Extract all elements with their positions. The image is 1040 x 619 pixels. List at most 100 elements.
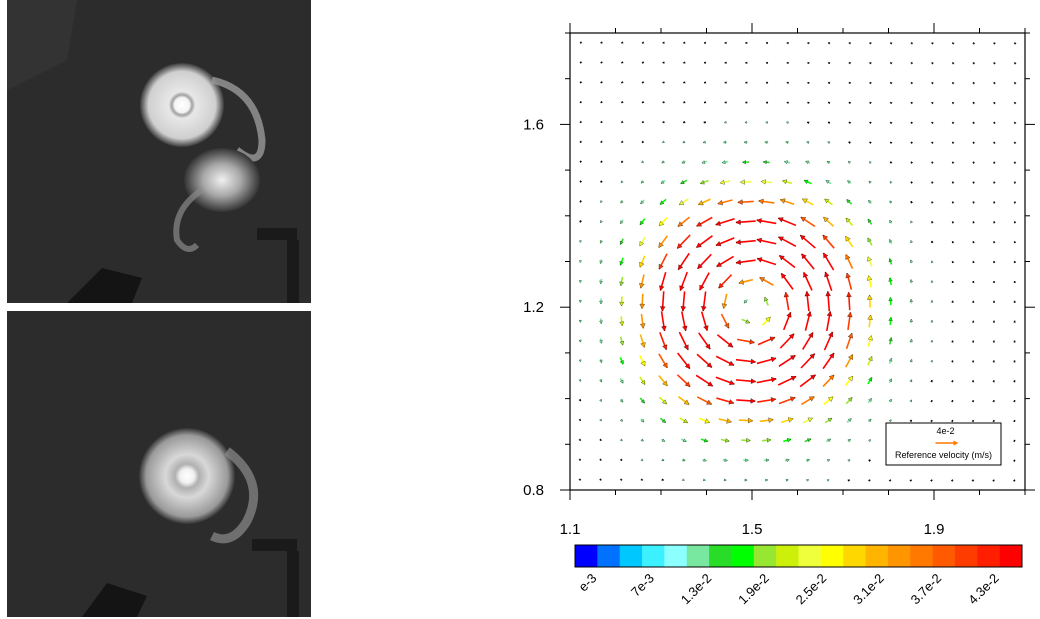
vector-arrow — [682, 120, 686, 124]
vector-arrow — [822, 234, 835, 249]
vector-arrow — [950, 399, 954, 403]
vector-arrow — [931, 201, 934, 204]
vector-arrow — [827, 101, 831, 105]
vector-arrow — [930, 339, 934, 343]
vector-arrow — [951, 201, 955, 204]
vector-arrow — [846, 198, 853, 205]
vector-arrow — [600, 160, 603, 163]
vector-arrow — [682, 140, 686, 144]
colorbar-swatch — [887, 545, 911, 567]
vector-arrow — [578, 379, 582, 382]
vector-arrow — [930, 379, 933, 383]
vector-arrow — [993, 240, 996, 244]
vector-arrow — [757, 397, 777, 403]
vector-arrow — [869, 42, 872, 45]
vector-arrow — [599, 220, 603, 224]
vector-arrow — [679, 271, 688, 291]
vector-arrow — [993, 221, 996, 224]
vector-arrow — [1013, 300, 1016, 303]
vector-arrow — [778, 254, 796, 269]
vector-arrow — [578, 418, 582, 422]
vector-arrow — [764, 140, 769, 144]
vector-arrow — [779, 198, 795, 205]
vector-arrow — [660, 438, 666, 443]
vector-arrow — [971, 399, 975, 403]
vector-arrow — [803, 179, 812, 185]
vector-arrow — [889, 42, 893, 45]
vector-arrow — [702, 458, 707, 462]
vector-arrow — [741, 318, 751, 324]
vector-arrow — [659, 271, 667, 291]
vector-arrow — [910, 161, 914, 165]
colorbar-label: 1.3e-2 — [678, 571, 715, 608]
vector-arrow — [641, 140, 645, 144]
vector-arrow — [807, 42, 810, 45]
vector-arrow — [662, 140, 665, 144]
vector-arrow — [951, 241, 955, 244]
vector-arrow — [888, 398, 893, 403]
vector-arrow — [825, 291, 831, 312]
vector-arrow — [658, 375, 668, 387]
vector-arrow — [1013, 221, 1017, 224]
vector-arrow — [1012, 459, 1016, 463]
vector-arrow — [951, 280, 954, 283]
vector-arrow — [888, 317, 893, 325]
vector-arrow — [971, 419, 975, 423]
vector-arrow — [951, 141, 955, 145]
vector-arrow — [639, 293, 645, 309]
vector-arrow — [578, 339, 582, 343]
vector-arrow — [662, 100, 665, 104]
vector-arrow — [867, 294, 873, 308]
vector-arrow — [931, 161, 934, 165]
vector-arrow — [756, 237, 777, 245]
vector-arrow — [931, 61, 934, 65]
vector-arrow — [972, 300, 975, 303]
vector-arrow — [1013, 81, 1017, 85]
vector-arrow — [718, 274, 733, 289]
vector-arrow — [660, 311, 667, 332]
vector-arrow — [640, 180, 645, 184]
vector-arrow — [827, 42, 831, 45]
vector-arrow — [759, 417, 774, 423]
vector-arrow — [846, 291, 852, 311]
vector-arrow — [698, 198, 711, 206]
colorbar-swatch — [910, 545, 933, 567]
vector-arrow — [972, 141, 976, 145]
vector-arrow — [621, 41, 624, 44]
vector-arrow — [930, 240, 934, 244]
vector-arrow — [993, 161, 996, 165]
vector-arrow — [683, 100, 686, 104]
vector-arrow — [756, 257, 777, 266]
vector-arrow — [845, 217, 854, 226]
vector-arrow — [735, 358, 756, 365]
vector-arrow — [696, 396, 713, 405]
vector-arrow — [599, 478, 602, 481]
vector-arrow — [599, 378, 603, 383]
vector-arrow — [992, 280, 996, 283]
colorbar-swatch — [642, 545, 665, 567]
vector-arrow — [847, 180, 852, 184]
vector-arrow — [951, 181, 955, 184]
vector-arrow — [756, 377, 777, 384]
vector-arrow — [579, 260, 582, 263]
vector-arrow — [867, 237, 873, 246]
vector-arrow — [659, 291, 666, 312]
vector-arrow — [683, 61, 686, 64]
vector-arrow — [972, 241, 975, 244]
vector-arrow — [825, 311, 833, 331]
vector-arrow — [1013, 320, 1016, 323]
vector-arrow — [867, 335, 873, 347]
vector-arrow — [1012, 479, 1016, 482]
vector-arrow — [639, 376, 646, 385]
vector-arrow — [699, 272, 710, 291]
colorbar-swatch — [686, 545, 710, 567]
vector-arrow — [780, 272, 794, 290]
vector-arrow — [847, 311, 853, 331]
vector-arrow — [736, 398, 756, 404]
vector-arrow — [741, 438, 751, 443]
vector-arrow — [620, 180, 624, 184]
vector-arrow — [782, 179, 793, 185]
vector-arrow — [765, 121, 768, 124]
vector-arrow — [909, 479, 913, 482]
vector-arrow — [677, 352, 691, 370]
